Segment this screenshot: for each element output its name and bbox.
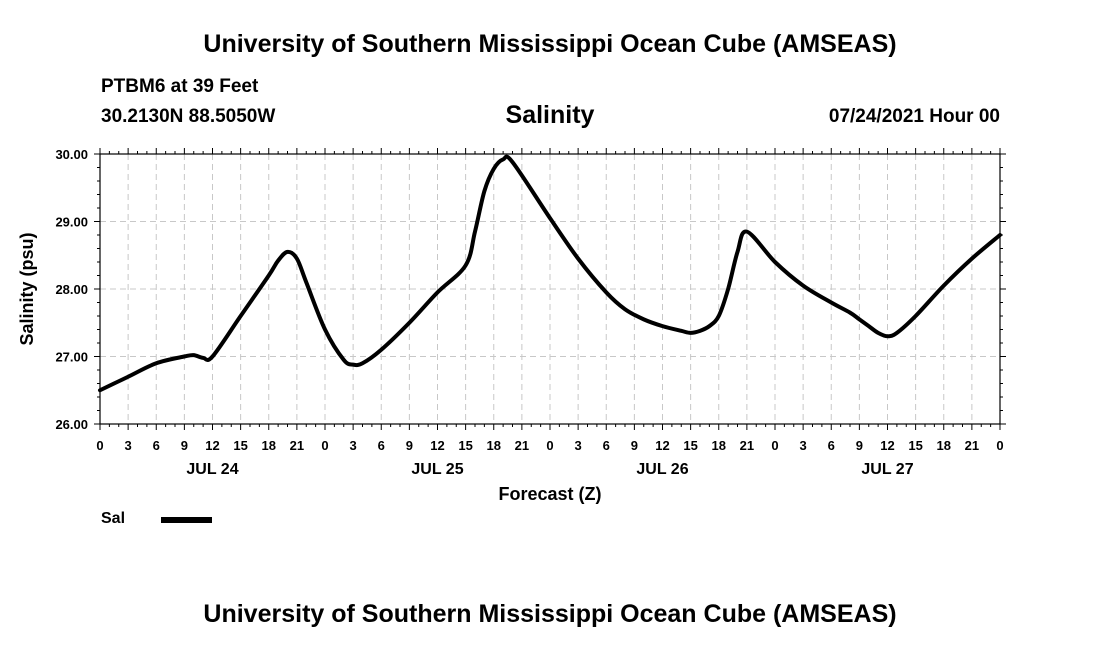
x-tick-label: 0 <box>546 438 553 453</box>
x-tick-label: 15 <box>458 438 472 453</box>
x-tick-label: 12 <box>430 438 444 453</box>
y-tick-label: 30.00 <box>55 147 88 162</box>
day-label: JUL 27 <box>861 461 913 478</box>
x-tick-label: 3 <box>575 438 582 453</box>
forecast-datetime: 07/24/2021 Hour 00 <box>828 106 1000 127</box>
x-tick-label: 9 <box>181 438 188 453</box>
x-tick-label: 9 <box>856 438 863 453</box>
y-axis-title: Salinity (psu) <box>17 232 37 345</box>
x-tick-label: 3 <box>125 438 132 453</box>
x-tick-label: 6 <box>378 438 385 453</box>
x-tick-label: 12 <box>205 438 219 453</box>
y-tick-label: 26.00 <box>55 417 88 432</box>
x-tick-label: 0 <box>996 438 1003 453</box>
x-tick-label: 18 <box>937 438 951 453</box>
legend-label: Sal <box>101 510 126 527</box>
x-tick-label: 12 <box>880 438 894 453</box>
x-tick-label: 15 <box>233 438 247 453</box>
x-tick-label: 6 <box>153 438 160 453</box>
x-axis-title: Forecast (Z) <box>498 484 601 504</box>
x-tick-label: 3 <box>350 438 357 453</box>
x-tick-label: 0 <box>771 438 778 453</box>
coordinates-label: 30.2130N 88.5050W <box>101 106 276 127</box>
x-tick-label: 15 <box>908 438 922 453</box>
x-tick-label: 18 <box>487 438 501 453</box>
x-tick-label: 3 <box>800 438 807 453</box>
x-tick-label: 18 <box>262 438 276 453</box>
x-tick-label: 15 <box>683 438 697 453</box>
day-label: JUL 26 <box>636 461 688 478</box>
x-tick-label: 6 <box>603 438 610 453</box>
x-tick-label: 12 <box>655 438 669 453</box>
x-tick-label: 21 <box>740 438 754 453</box>
x-tick-label: 9 <box>631 438 638 453</box>
chart-title: University of Southern Mississippi Ocean… <box>203 30 897 58</box>
x-tick-label: 6 <box>828 438 835 453</box>
y-tick-label: 27.00 <box>55 350 88 365</box>
x-tick-label: 0 <box>96 438 103 453</box>
x-tick-label: 21 <box>290 438 304 453</box>
day-label: JUL 24 <box>186 461 238 478</box>
station-label: PTBM6 at 39 Feet <box>101 76 259 97</box>
y-tick-label: 29.00 <box>55 215 88 230</box>
legend-swatch <box>161 517 212 523</box>
chart-subtitle: Salinity <box>505 101 595 129</box>
x-tick-label: 0 <box>321 438 328 453</box>
x-tick-label: 9 <box>406 438 413 453</box>
footer-title: University of Southern Mississippi Ocean… <box>203 600 897 628</box>
y-tick-label: 28.00 <box>55 282 88 297</box>
series-line-salinity <box>98 154 1002 393</box>
x-tick-label: 18 <box>712 438 726 453</box>
day-label: JUL 25 <box>411 461 463 478</box>
plot-frame <box>99 153 1001 425</box>
x-tick-label: 21 <box>965 438 979 453</box>
x-tick-label: 21 <box>515 438 529 453</box>
